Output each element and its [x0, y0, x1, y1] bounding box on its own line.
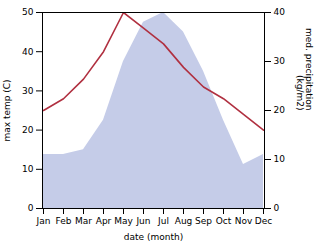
svg-text:Jun: Jun — [135, 216, 150, 226]
svg-text:date (month): date (month) — [124, 232, 183, 242]
svg-text:0: 0 — [28, 203, 34, 213]
svg-text:0: 0 — [274, 203, 280, 213]
svg-text:10: 10 — [22, 164, 34, 174]
svg-text:Mar: Mar — [75, 216, 92, 226]
svg-text:Nov: Nov — [235, 216, 253, 226]
svg-text:max temp (C): max temp (C) — [2, 79, 12, 141]
svg-text:30: 30 — [22, 86, 34, 96]
svg-text:Oct: Oct — [216, 216, 232, 226]
svg-text:30: 30 — [274, 56, 286, 66]
svg-text:20: 20 — [22, 125, 34, 135]
svg-text:Feb: Feb — [56, 216, 72, 226]
svg-text:May: May — [114, 216, 133, 226]
svg-text:20: 20 — [274, 105, 286, 115]
svg-text:Aug: Aug — [175, 216, 193, 226]
svg-text:Apr: Apr — [96, 216, 112, 226]
svg-text:med. precipitation(kg/m2): med. precipitation(kg/m2) — [295, 28, 314, 110]
svg-text:Sep: Sep — [195, 216, 212, 226]
svg-text:50: 50 — [22, 7, 34, 17]
svg-text:40: 40 — [274, 7, 286, 17]
svg-text:Jul: Jul — [157, 216, 169, 226]
svg-text:Dec: Dec — [255, 216, 272, 226]
svg-text:10: 10 — [274, 154, 286, 164]
svg-text:40: 40 — [22, 47, 34, 57]
svg-text:Jan: Jan — [36, 216, 51, 226]
